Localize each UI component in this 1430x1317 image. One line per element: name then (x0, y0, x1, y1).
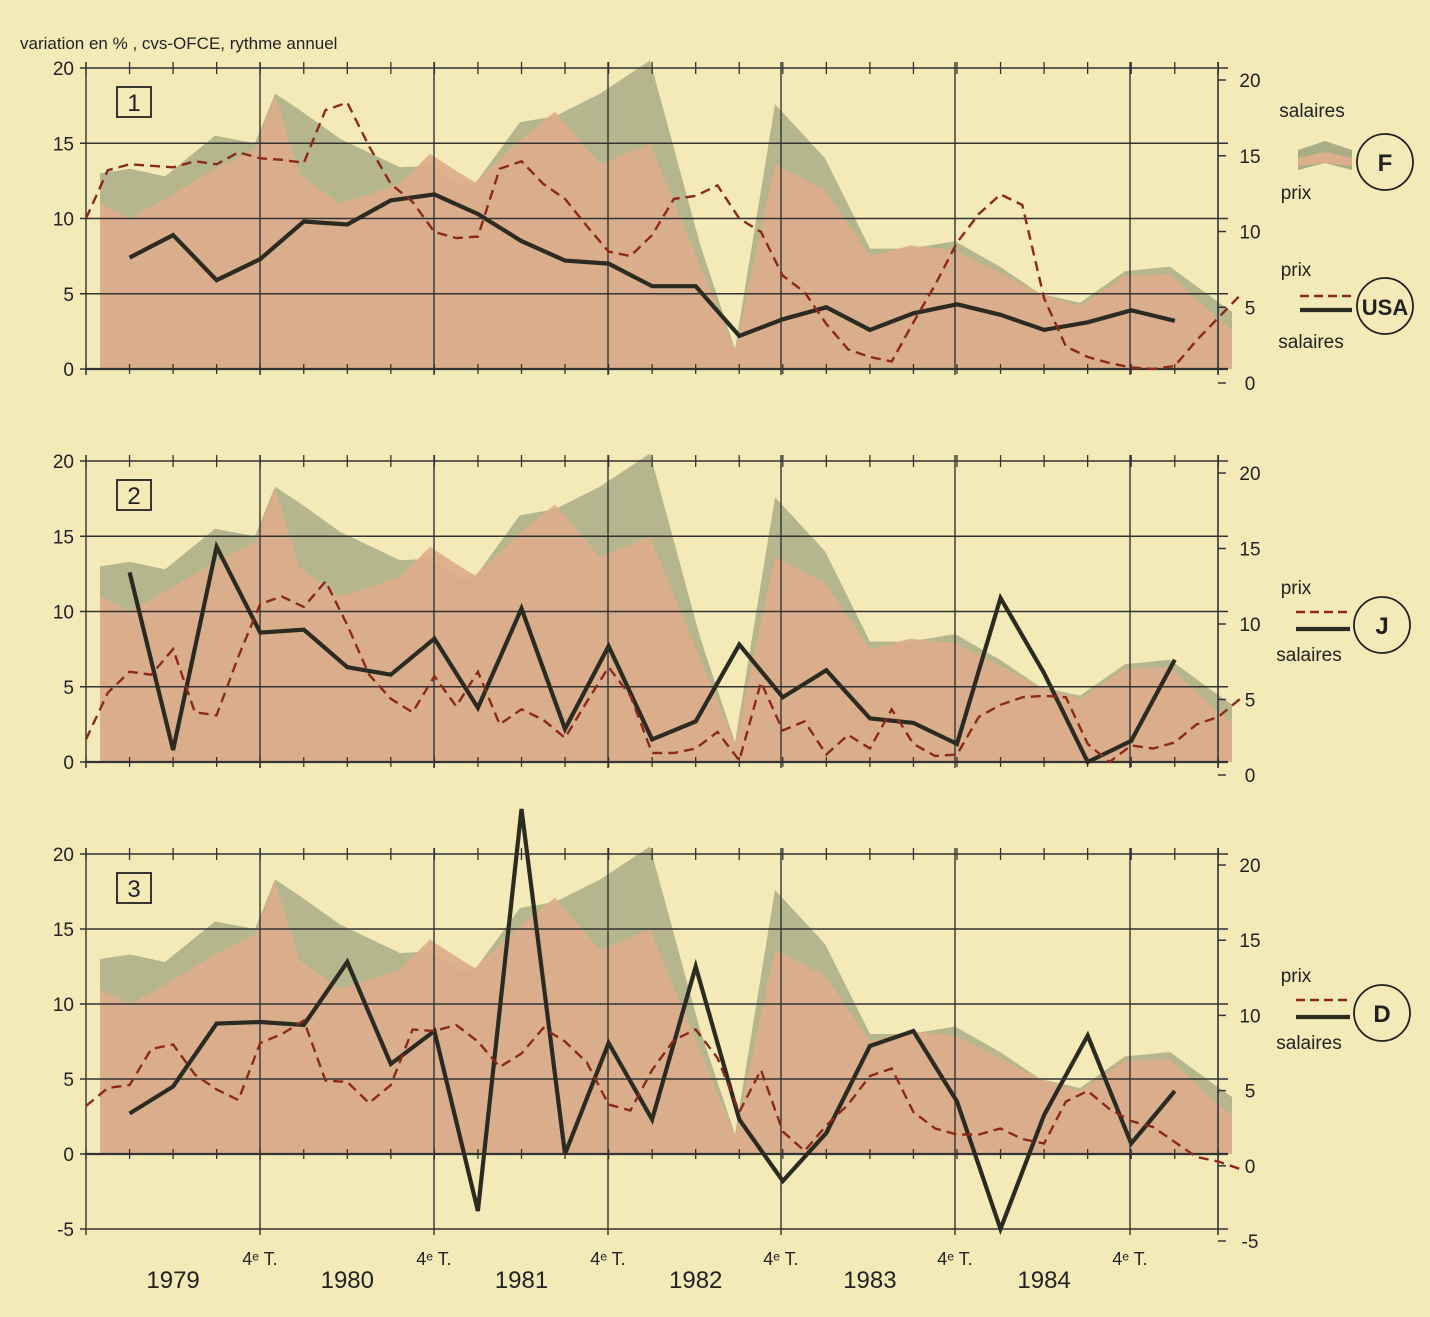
right-tick-label: 5 (1245, 298, 1256, 319)
year-label: 1980 (321, 1267, 374, 1294)
legend-label: salaires (1276, 1033, 1341, 1054)
legend-label: salaires (1276, 645, 1341, 666)
left-tick-label: 5 (63, 285, 74, 306)
quarter-marker-label: 4ᵉ T. (416, 1249, 451, 1269)
quarter-marker-label: 4ᵉ T. (242, 1249, 277, 1269)
prix-area-band (100, 95, 1232, 369)
left-tick-label: 0 (63, 360, 74, 381)
left-tick-label: 10 (53, 995, 74, 1016)
series-line-salaires (128, 808, 1177, 1236)
panel-number: 1 (127, 90, 140, 117)
panel-number-box (116, 86, 152, 118)
country-badge (1353, 596, 1411, 654)
year-label: 1983 (843, 1267, 896, 1294)
country-code: F (1378, 150, 1393, 177)
right-tick-label: 10 (1239, 615, 1260, 636)
x-axis-labels: 4ᵉ T. 4ᵉ T. 4ᵉ T. 4ᵉ T. 4ᵉ T. 4ᵉ T. 1979 1980 19… (146, 1249, 1147, 1294)
country-code: USA (1362, 295, 1409, 320)
right-tick-label: 20 (1239, 464, 1260, 485)
right-tick-label: 5 (1245, 691, 1256, 712)
year-label: 1981 (495, 1267, 548, 1294)
year-label: 1984 (1017, 1267, 1070, 1294)
series-line-prix (85, 1018, 1241, 1171)
right-tick-label: 0 (1245, 1157, 1256, 1178)
units-note: variation en % , cvs-OFCE, rythme annuel (20, 34, 338, 53)
legend-label: prix (1281, 183, 1312, 204)
left-tick-label: 20 (53, 59, 74, 80)
prix-area-band (100, 488, 1232, 762)
right-tick-label: 0 (1245, 374, 1256, 395)
right-tick-label: 15 (1239, 147, 1260, 168)
left-tick-label: 10 (53, 603, 74, 624)
panel-number: 3 (127, 876, 140, 903)
right-tick-label: 5 (1245, 1082, 1256, 1103)
country-code: J (1375, 613, 1388, 640)
left-tick-label: 20 (53, 452, 74, 473)
country-code: D (1373, 1001, 1390, 1028)
right-tick-label: 15 (1239, 540, 1260, 561)
left-tick-label: 15 (53, 134, 74, 155)
right-tick-label: 20 (1239, 71, 1260, 92)
right-tick-label: 0 (1245, 766, 1256, 787)
right-tick-label: 20 (1239, 856, 1260, 877)
panel-number-box (116, 872, 152, 904)
legend-label: prix (1281, 578, 1312, 599)
panel-number-box (116, 479, 152, 511)
left-tick-label: 0 (63, 1145, 74, 1166)
quarter-marker-label: 4ᵉ T. (1112, 1249, 1147, 1269)
right-tick-label: 10 (1239, 223, 1260, 244)
country-badge (1353, 984, 1411, 1042)
series-line-salaires (128, 192, 1176, 339)
right-tick-label: -5 (1242, 1232, 1259, 1253)
country-badge (1356, 133, 1414, 191)
series-line-salaires (127, 540, 1177, 765)
legend-label: prix (1281, 966, 1312, 987)
quarter-marker-label: 4ᵉ T. (937, 1249, 972, 1269)
right-tick-label: 15 (1239, 931, 1260, 952)
panel-number: 2 (127, 483, 140, 510)
left-tick-label: 15 (53, 527, 74, 548)
year-label: 1982 (669, 1267, 722, 1294)
series-line-prix (84, 101, 1241, 371)
left-tick-label: 10 (53, 210, 74, 231)
quarter-marker-label: 4ᵉ T. (763, 1249, 798, 1269)
series-line-prix (84, 579, 1241, 764)
left-tick-label: 15 (53, 920, 74, 941)
legend-label: salaires (1278, 332, 1343, 353)
right-tick-label: 10 (1239, 1006, 1260, 1027)
left-tick-label: 5 (63, 1070, 74, 1091)
left-tick-label: 5 (63, 678, 74, 699)
country-badge (1356, 277, 1414, 335)
legend-label: salaires (1279, 101, 1344, 122)
legend-area-swatch (1298, 152, 1352, 166)
quarter-marker-label: 4ᵉ T. (590, 1249, 625, 1269)
left-tick-label: 20 (53, 845, 74, 866)
left-tick-label: -5 (57, 1220, 74, 1241)
legend-label: prix (1281, 260, 1312, 281)
year-label: 1979 (146, 1267, 199, 1294)
left-tick-label: 0 (63, 753, 74, 774)
